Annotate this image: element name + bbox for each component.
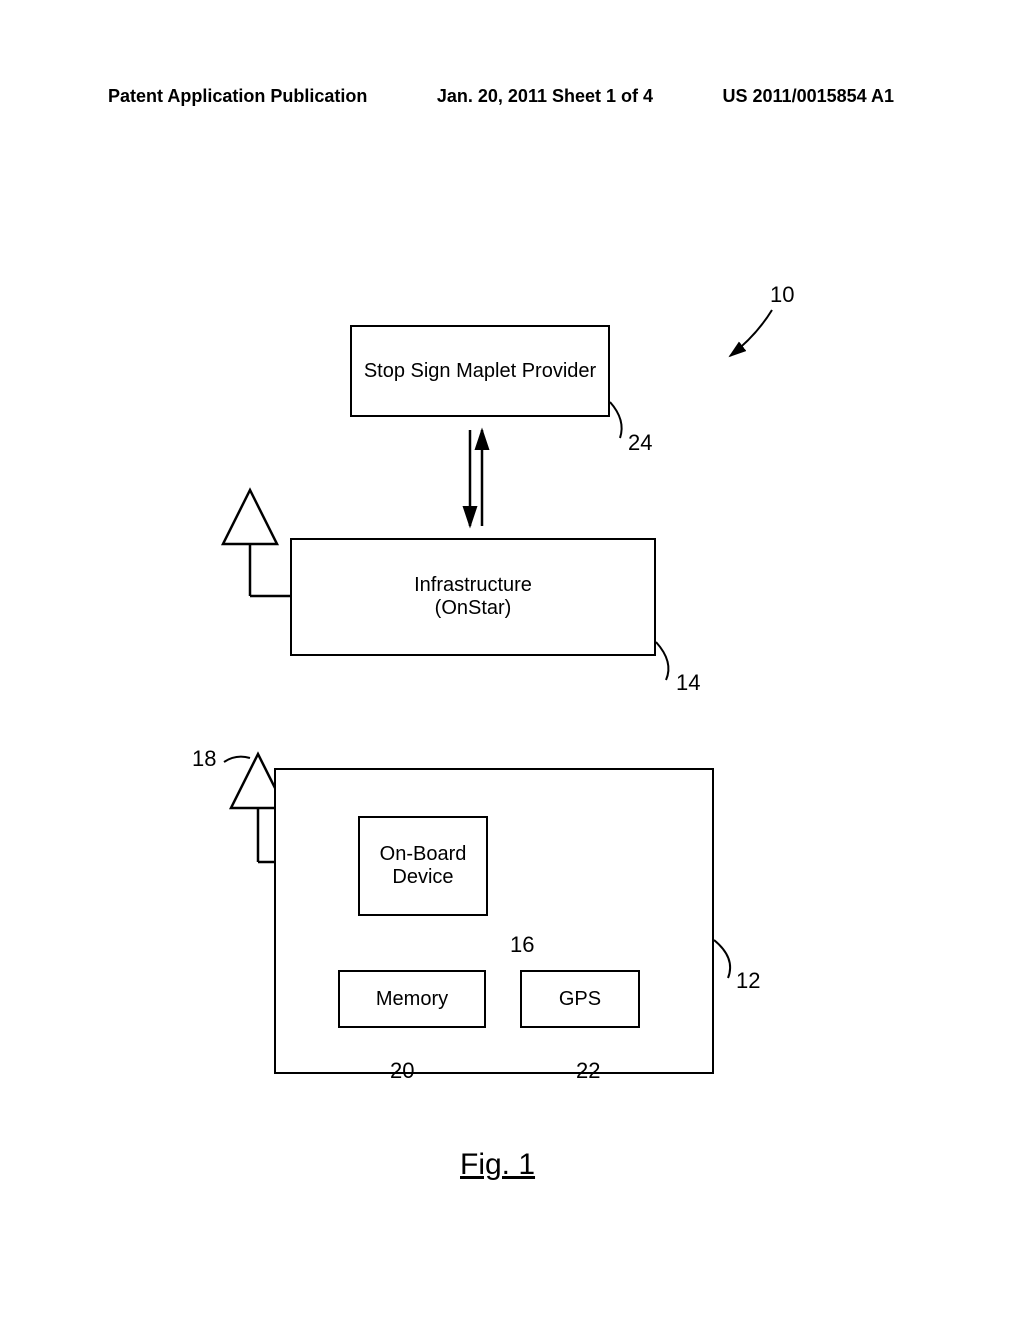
header-left: Patent Application Publication (108, 86, 367, 107)
infra-label-2: (OnStar) (435, 597, 512, 620)
memory-label: Memory (376, 988, 448, 1011)
ref-10: 10 (770, 282, 794, 308)
ref-12: 12 (736, 968, 760, 994)
infra-label-1: Infrastructure (414, 574, 532, 597)
maplet-provider-block: Stop Sign Maplet Provider (350, 325, 610, 417)
memory-block: Memory (338, 970, 486, 1028)
header-center: Jan. 20, 2011 Sheet 1 of 4 (437, 86, 653, 107)
infrastructure-block: Infrastructure (OnStar) (290, 538, 656, 656)
diagram-area: Stop Sign Maplet Provider Infrastructure… (0, 140, 1024, 1100)
ref-20: 20 (390, 1058, 414, 1084)
onboard-label-2: Device (392, 866, 453, 889)
gps-label: GPS (559, 988, 601, 1011)
ref-24: 24 (628, 430, 652, 456)
header-right: US 2011/0015854 A1 (723, 86, 894, 107)
ref-22: 22 (576, 1058, 600, 1084)
vehicle-block (274, 768, 714, 1074)
figure-label: Fig. 1 (460, 1148, 535, 1182)
onboard-label-1: On-Board (380, 843, 467, 866)
onboard-device-block: On-Board Device (358, 816, 488, 916)
maplet-label: Stop Sign Maplet Provider (364, 360, 596, 383)
ref-14: 14 (676, 670, 700, 696)
gps-block: GPS (520, 970, 640, 1028)
ref-18: 18 (192, 746, 216, 772)
ref-16: 16 (510, 932, 534, 958)
